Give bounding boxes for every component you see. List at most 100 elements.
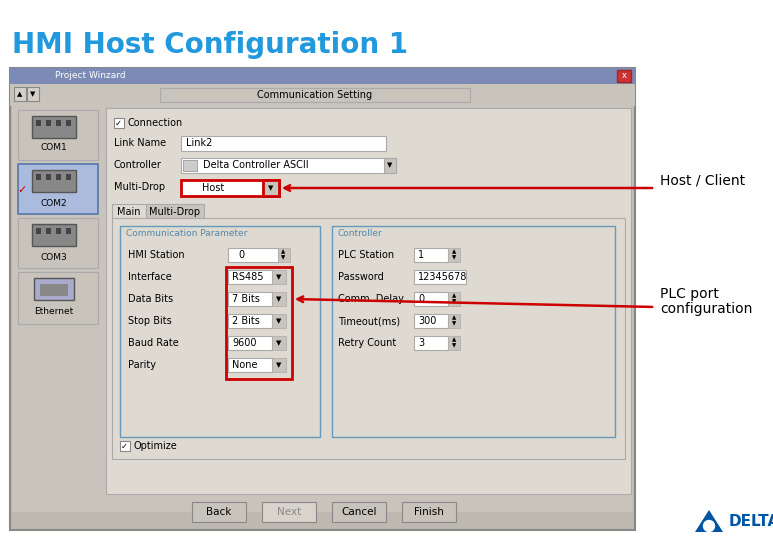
Text: COM1: COM1	[41, 144, 67, 152]
FancyBboxPatch shape	[183, 160, 197, 171]
FancyBboxPatch shape	[46, 120, 51, 126]
Text: Project Winzard: Project Winzard	[55, 72, 126, 81]
FancyBboxPatch shape	[228, 292, 272, 306]
Text: Retry Count: Retry Count	[338, 338, 397, 348]
FancyBboxPatch shape	[10, 68, 635, 530]
Text: 0: 0	[418, 294, 424, 304]
FancyBboxPatch shape	[332, 226, 615, 437]
FancyBboxPatch shape	[66, 120, 71, 126]
Text: 1: 1	[418, 250, 424, 260]
Text: ✓: ✓	[114, 119, 121, 128]
Text: Ethernet: Ethernet	[34, 306, 73, 316]
FancyBboxPatch shape	[18, 164, 98, 214]
FancyBboxPatch shape	[160, 88, 470, 102]
FancyBboxPatch shape	[272, 270, 286, 284]
FancyBboxPatch shape	[228, 314, 272, 328]
Text: ▼: ▼	[281, 256, 285, 261]
FancyBboxPatch shape	[18, 110, 98, 160]
FancyBboxPatch shape	[46, 174, 51, 180]
FancyBboxPatch shape	[448, 336, 460, 350]
Text: ▼: ▼	[276, 340, 281, 346]
FancyBboxPatch shape	[272, 358, 286, 372]
FancyBboxPatch shape	[192, 502, 246, 522]
Text: 3: 3	[418, 338, 424, 348]
FancyBboxPatch shape	[34, 278, 74, 300]
Text: None: None	[232, 360, 257, 370]
FancyBboxPatch shape	[32, 224, 76, 246]
FancyBboxPatch shape	[112, 218, 625, 459]
FancyBboxPatch shape	[146, 204, 204, 220]
FancyBboxPatch shape	[384, 158, 396, 173]
Text: ✓: ✓	[121, 442, 128, 450]
Text: Optimize: Optimize	[134, 441, 178, 451]
Text: HMI Host Configuration 1: HMI Host Configuration 1	[12, 31, 408, 59]
FancyBboxPatch shape	[36, 174, 41, 180]
FancyBboxPatch shape	[263, 180, 279, 196]
Text: ▲: ▲	[452, 337, 456, 342]
FancyBboxPatch shape	[36, 120, 41, 126]
Text: PLC port: PLC port	[660, 287, 719, 301]
Text: ▲: ▲	[17, 91, 22, 97]
Text: Interface: Interface	[128, 272, 172, 282]
FancyBboxPatch shape	[448, 248, 460, 262]
FancyBboxPatch shape	[228, 336, 272, 350]
Text: ✓: ✓	[17, 185, 27, 195]
Text: ▼: ▼	[276, 296, 281, 302]
Text: Host / Client: Host / Client	[660, 173, 745, 187]
FancyBboxPatch shape	[66, 228, 71, 234]
Text: DELTA: DELTA	[729, 513, 773, 528]
FancyBboxPatch shape	[18, 218, 98, 268]
Text: Link Name: Link Name	[114, 138, 166, 148]
Text: Stop Bits: Stop Bits	[128, 316, 172, 326]
FancyBboxPatch shape	[414, 248, 448, 262]
FancyBboxPatch shape	[12, 106, 633, 512]
Text: x: x	[621, 72, 626, 81]
Text: 9600: 9600	[232, 338, 257, 348]
FancyBboxPatch shape	[181, 158, 396, 173]
FancyBboxPatch shape	[414, 292, 448, 306]
Text: ▲: ▲	[452, 316, 456, 321]
FancyBboxPatch shape	[402, 502, 456, 522]
FancyBboxPatch shape	[120, 226, 320, 437]
Text: ▼: ▼	[30, 91, 36, 97]
Text: ▲: ▲	[281, 250, 285, 254]
Text: Password: Password	[338, 272, 383, 282]
Text: Multi-Drop: Multi-Drop	[149, 207, 200, 217]
Polygon shape	[695, 510, 723, 532]
Text: ▼: ▼	[276, 274, 281, 280]
FancyBboxPatch shape	[66, 174, 71, 180]
Text: Communication Parameter: Communication Parameter	[126, 230, 247, 238]
Text: ▼: ▼	[268, 185, 274, 191]
FancyBboxPatch shape	[228, 248, 278, 262]
Text: Cancel: Cancel	[341, 507, 376, 517]
Text: Next: Next	[277, 507, 301, 517]
Text: ▼: ▼	[452, 256, 456, 261]
FancyBboxPatch shape	[228, 358, 272, 372]
FancyBboxPatch shape	[262, 502, 316, 522]
FancyBboxPatch shape	[46, 228, 51, 234]
Text: ▼: ▼	[276, 318, 281, 324]
Text: Delta Controller ASCII: Delta Controller ASCII	[203, 160, 308, 170]
Text: Controller: Controller	[114, 160, 162, 170]
Text: Parity: Parity	[128, 360, 156, 370]
FancyBboxPatch shape	[56, 120, 61, 126]
FancyBboxPatch shape	[414, 314, 448, 328]
Text: Connection: Connection	[128, 118, 183, 128]
FancyBboxPatch shape	[414, 336, 448, 350]
Text: ▲: ▲	[452, 294, 456, 299]
Text: 300: 300	[418, 316, 437, 326]
Text: COM2: COM2	[41, 199, 67, 208]
Text: Back: Back	[206, 507, 232, 517]
Text: ▼: ▼	[452, 300, 456, 305]
FancyBboxPatch shape	[56, 174, 61, 180]
FancyBboxPatch shape	[114, 118, 124, 128]
Text: PLC Station: PLC Station	[338, 250, 394, 260]
Text: ▼: ▼	[452, 321, 456, 326]
FancyBboxPatch shape	[14, 87, 26, 101]
FancyBboxPatch shape	[32, 170, 76, 192]
FancyBboxPatch shape	[120, 441, 130, 451]
Text: ▲: ▲	[452, 250, 456, 254]
FancyBboxPatch shape	[106, 108, 631, 494]
Circle shape	[703, 521, 714, 532]
Text: Finish: Finish	[414, 507, 444, 517]
